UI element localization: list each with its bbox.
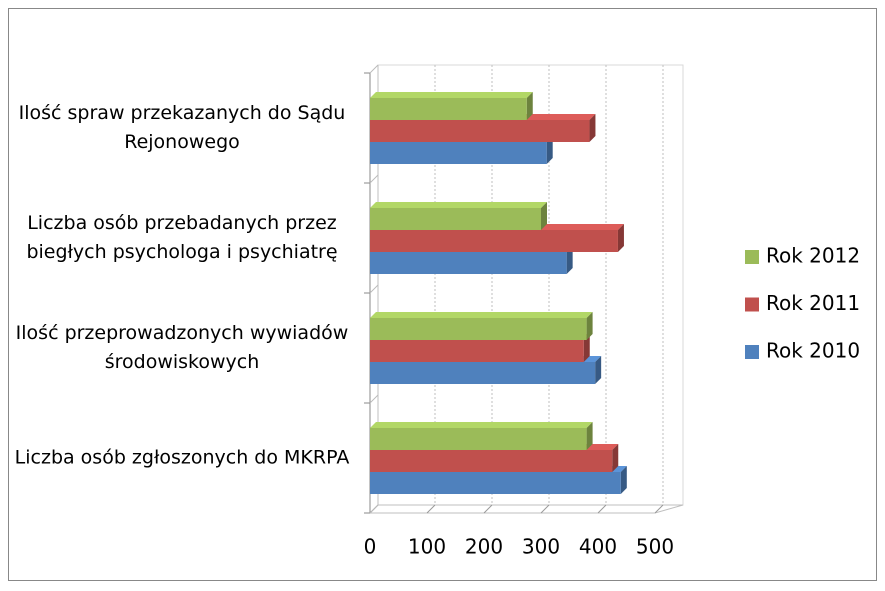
y-tick-label: Ilość spraw przekazanych do Sądu Rejonow… — [18, 102, 346, 153]
legend-swatch — [745, 250, 759, 264]
bar-end — [526, 92, 533, 120]
legend-label: Rok 2011 — [766, 291, 860, 315]
y-tick-label: Liczba osób przebadanych przez biegłych … — [26, 212, 338, 263]
bar — [370, 120, 590, 142]
x-tick — [540, 504, 550, 514]
bar-top — [370, 202, 547, 208]
y-tick-depth — [369, 394, 379, 404]
bar-end — [617, 224, 624, 252]
y-tick-depth — [369, 284, 379, 294]
bar-end — [620, 466, 627, 494]
x-tick-label: 500 — [636, 535, 674, 559]
x-tick — [654, 504, 664, 514]
legend-label: Rok 2012 — [766, 244, 860, 268]
x-tick-label: 300 — [522, 535, 560, 559]
bar-end — [586, 422, 593, 450]
bar — [370, 318, 587, 340]
bar-end — [541, 202, 547, 230]
y-tick-depth — [369, 174, 379, 184]
bar-top — [370, 422, 593, 428]
bar-top — [370, 312, 593, 318]
bar — [370, 340, 584, 362]
bar — [370, 472, 621, 494]
x-tick-label: 100 — [408, 535, 446, 559]
legend-swatch — [745, 345, 759, 359]
x-tick-label: 200 — [465, 535, 503, 559]
bar-end — [583, 334, 590, 362]
bar — [370, 208, 541, 230]
bar-end — [595, 356, 602, 384]
bar-top — [370, 92, 533, 98]
y-tick-depth — [369, 64, 379, 74]
bar-end — [612, 444, 619, 472]
bar-end — [546, 136, 553, 164]
y-tick-depth — [369, 504, 379, 514]
legend-label: Rok 2010 — [766, 339, 860, 363]
bar — [370, 428, 587, 450]
bar-end — [589, 114, 596, 142]
y-tick-label: Ilość przeprowadzonych wywiadów środowis… — [15, 322, 349, 373]
bar — [370, 362, 596, 384]
x-tick-label: 0 — [364, 535, 377, 559]
bar — [370, 98, 527, 120]
bar-end — [586, 312, 593, 340]
x-tick — [597, 504, 607, 514]
bar-end — [566, 246, 573, 274]
bar — [370, 230, 618, 252]
y-tick-label: Liczba osób zgłoszonych do MKRPA — [14, 446, 350, 469]
x-tick-label: 400 — [579, 535, 617, 559]
x-tick — [483, 504, 493, 514]
bar — [370, 142, 547, 164]
bar — [370, 252, 567, 274]
legend-swatch — [745, 297, 759, 312]
bar — [370, 450, 613, 472]
x-tick — [426, 504, 436, 514]
